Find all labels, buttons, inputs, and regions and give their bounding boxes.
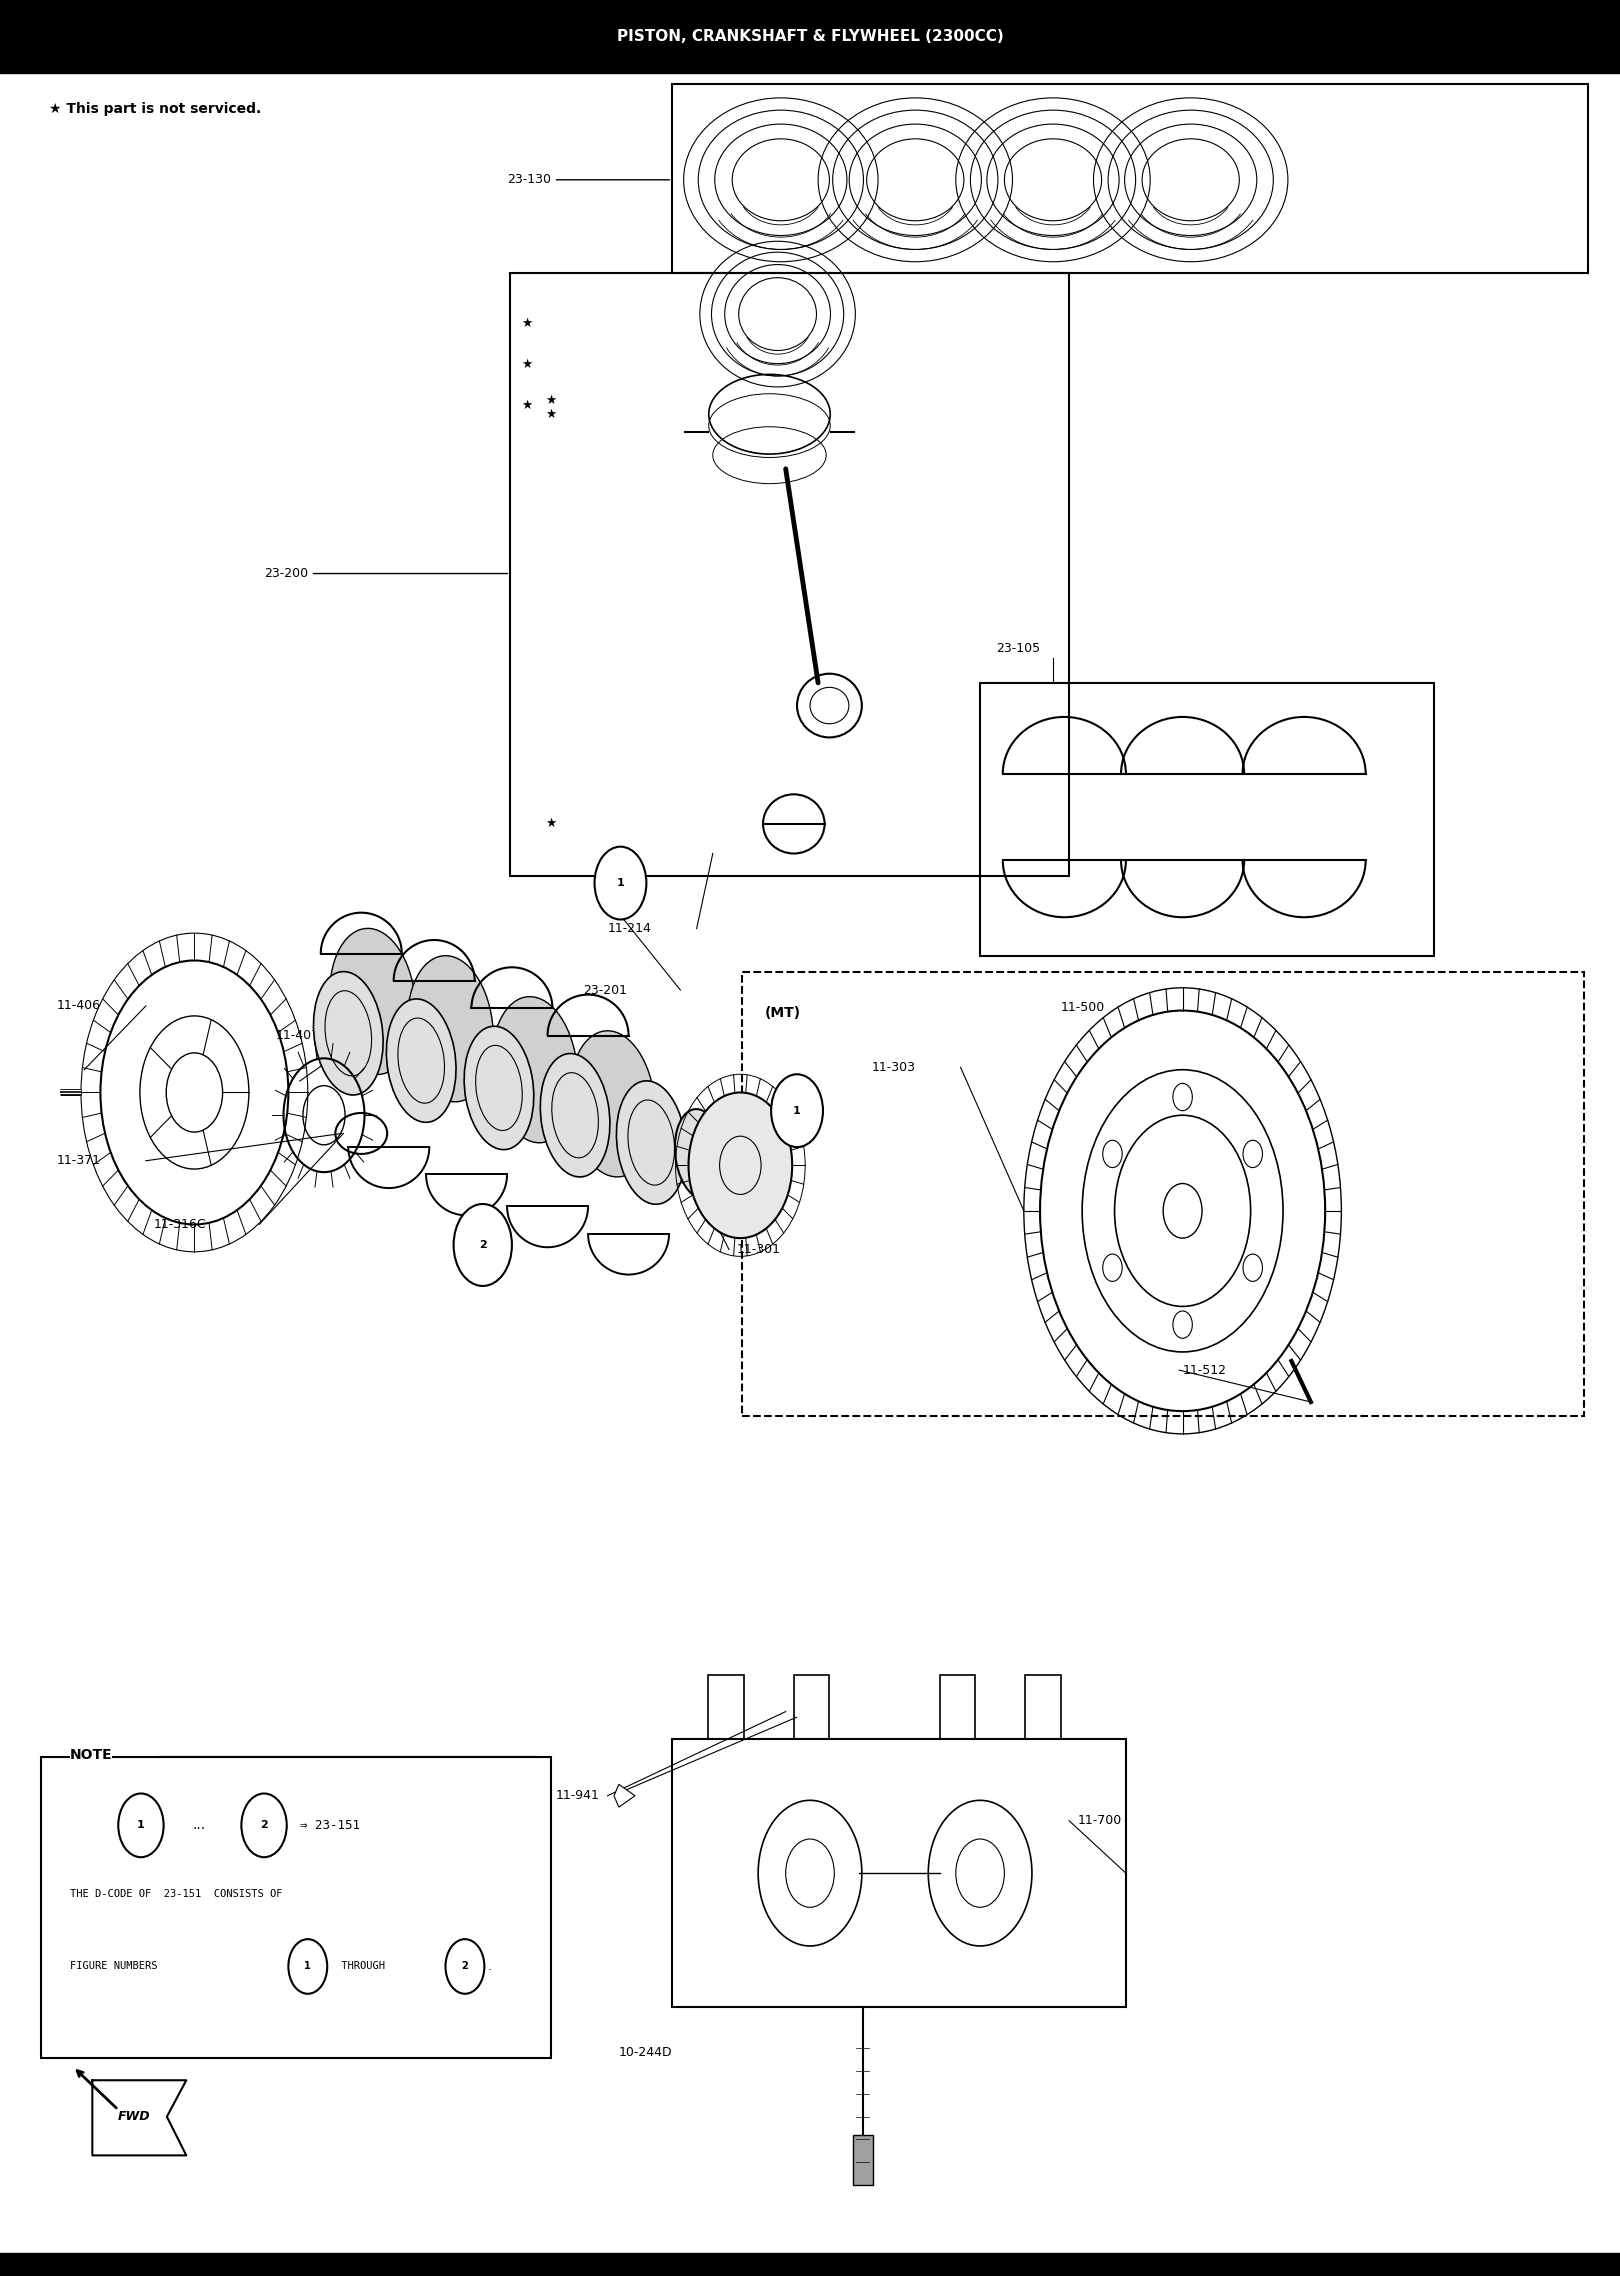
Ellipse shape bbox=[676, 1108, 724, 1199]
Text: 11-500: 11-500 bbox=[1061, 1001, 1105, 1015]
Circle shape bbox=[241, 1793, 287, 1857]
Text: 11-371: 11-371 bbox=[57, 1154, 100, 1168]
Text: THROUGH: THROUGH bbox=[335, 1962, 392, 1971]
Text: THE D-CODE OF  23-151  CONSISTS OF: THE D-CODE OF 23-151 CONSISTS OF bbox=[70, 1889, 282, 1898]
Bar bbox=[0, 0, 1620, 73]
Text: 2: 2 bbox=[480, 1240, 486, 1250]
Text: 11-406: 11-406 bbox=[57, 999, 100, 1013]
Text: 10-244D: 10-244D bbox=[619, 2046, 672, 2060]
Text: 23-130: 23-130 bbox=[507, 173, 669, 187]
Text: ★: ★ bbox=[522, 398, 531, 412]
Ellipse shape bbox=[330, 929, 415, 1074]
Bar bbox=[40, 1757, 551, 2058]
Circle shape bbox=[288, 1939, 327, 1994]
Ellipse shape bbox=[387, 999, 455, 1122]
Polygon shape bbox=[614, 1784, 635, 1807]
Bar bbox=[940, 1675, 975, 1739]
Text: 1: 1 bbox=[138, 1821, 144, 1830]
Text: 23-200: 23-200 bbox=[264, 567, 507, 580]
Text: 1: 1 bbox=[617, 879, 624, 888]
Bar bbox=[742, 972, 1584, 1416]
Bar bbox=[854, 2135, 873, 2185]
Text: .: . bbox=[488, 1960, 491, 1973]
Circle shape bbox=[446, 1939, 484, 1994]
Text: ★ This part is not serviced.: ★ This part is not serviced. bbox=[49, 102, 261, 116]
Circle shape bbox=[688, 1092, 792, 1238]
Text: 23-105: 23-105 bbox=[996, 642, 1040, 655]
Text: ★: ★ bbox=[546, 407, 556, 421]
Text: ⇒ 23-151: ⇒ 23-151 bbox=[300, 1819, 360, 1832]
Ellipse shape bbox=[570, 1031, 654, 1177]
Ellipse shape bbox=[314, 972, 382, 1095]
Text: 11-301: 11-301 bbox=[737, 1243, 781, 1256]
Bar bbox=[1025, 1675, 1061, 1739]
Text: ★: ★ bbox=[522, 316, 531, 330]
Text: FIGURE NUMBERS: FIGURE NUMBERS bbox=[70, 1962, 164, 1971]
Text: 11-700: 11-700 bbox=[1077, 1814, 1121, 1828]
Bar bbox=[672, 1739, 1126, 2007]
Text: ...: ... bbox=[193, 1819, 206, 1832]
Bar bbox=[980, 683, 1434, 956]
Bar bbox=[0, 2253, 1620, 2276]
Text: 11-303: 11-303 bbox=[872, 1061, 915, 1074]
Text: 11-407: 11-407 bbox=[275, 1029, 319, 1042]
Circle shape bbox=[118, 1793, 164, 1857]
Circle shape bbox=[595, 847, 646, 920]
Text: 11-316C: 11-316C bbox=[154, 1218, 206, 1231]
Ellipse shape bbox=[617, 1081, 685, 1204]
Ellipse shape bbox=[541, 1054, 609, 1177]
Circle shape bbox=[771, 1074, 823, 1147]
Text: (MT): (MT) bbox=[765, 1006, 800, 1020]
Bar bbox=[510, 273, 1069, 876]
Text: FWD: FWD bbox=[118, 2110, 151, 2124]
Text: PISTON, CRANKSHAFT & FLYWHEEL (2300CC): PISTON, CRANKSHAFT & FLYWHEEL (2300CC) bbox=[617, 30, 1003, 43]
FancyArrowPatch shape bbox=[616, 1716, 797, 1796]
Text: ★: ★ bbox=[546, 817, 556, 831]
Circle shape bbox=[454, 1204, 512, 1286]
Bar bbox=[672, 84, 1588, 273]
Bar bbox=[708, 1675, 744, 1739]
Text: 2: 2 bbox=[462, 1962, 468, 1971]
Text: ★: ★ bbox=[546, 394, 556, 407]
Text: 2: 2 bbox=[261, 1821, 267, 1830]
Text: 1: 1 bbox=[794, 1106, 800, 1115]
Text: 11-214: 11-214 bbox=[608, 922, 651, 935]
Text: 23-201: 23-201 bbox=[583, 983, 627, 997]
Text: ★: ★ bbox=[522, 357, 531, 371]
Ellipse shape bbox=[492, 997, 577, 1143]
Polygon shape bbox=[92, 2080, 186, 2155]
Text: NOTE: NOTE bbox=[70, 1748, 112, 1762]
Text: 1: 1 bbox=[305, 1962, 311, 1971]
Ellipse shape bbox=[465, 1026, 533, 1149]
Ellipse shape bbox=[408, 956, 492, 1102]
Text: 11-941: 11-941 bbox=[556, 1789, 599, 1803]
Bar bbox=[794, 1675, 829, 1739]
Text: 11-512: 11-512 bbox=[1183, 1363, 1226, 1377]
